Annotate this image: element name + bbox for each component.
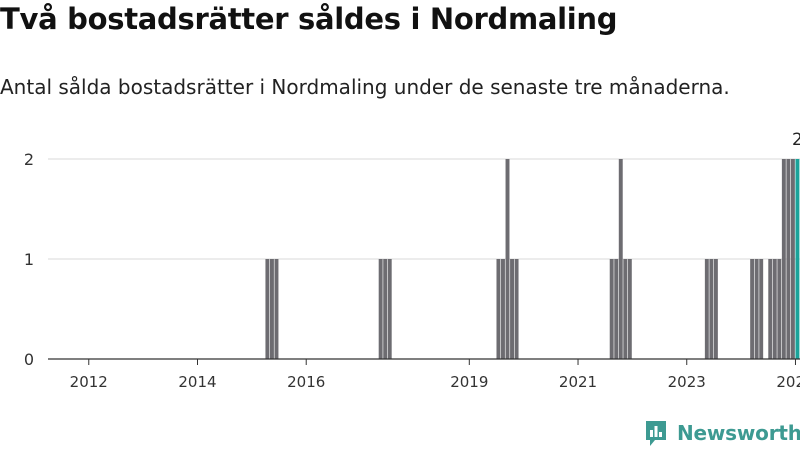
bar bbox=[781, 159, 786, 359]
bar bbox=[790, 159, 795, 359]
bar bbox=[510, 259, 515, 359]
data-label: 2 bbox=[792, 130, 800, 150]
bar bbox=[501, 259, 505, 359]
bar bbox=[627, 259, 632, 359]
x-tick-label: 2025 bbox=[776, 373, 800, 391]
bar bbox=[387, 259, 392, 359]
x-tick-label: 2019 bbox=[450, 373, 488, 391]
x-tick-label: 2021 bbox=[559, 373, 597, 391]
y-tick-label: 0 bbox=[24, 350, 34, 369]
x-tick-label: 2016 bbox=[287, 373, 325, 391]
bar bbox=[750, 259, 755, 359]
bar bbox=[704, 259, 709, 359]
bar bbox=[383, 259, 388, 359]
brand-logo: Newsworthy bbox=[644, 418, 800, 448]
bar bbox=[768, 259, 773, 359]
bar bbox=[772, 259, 777, 359]
chart-title: Två bostadsrätter såldes i Nordmaling bbox=[0, 2, 618, 36]
brand-name: Newsworthy bbox=[677, 421, 800, 445]
chart-subtitle: Antal sålda bostadsrätter i Nordmaling u… bbox=[0, 75, 730, 99]
bar bbox=[496, 259, 501, 359]
bar bbox=[269, 259, 274, 359]
bar bbox=[777, 259, 782, 359]
bar bbox=[786, 159, 791, 359]
bar bbox=[609, 259, 614, 359]
bar-highlight bbox=[795, 159, 800, 359]
bar bbox=[265, 259, 270, 359]
bar bbox=[754, 259, 759, 359]
bar bbox=[709, 259, 714, 359]
x-tick-label: 2014 bbox=[178, 373, 216, 391]
bar bbox=[713, 259, 718, 359]
bar bbox=[378, 259, 383, 359]
bar bbox=[614, 259, 619, 359]
y-tick-label: 1 bbox=[24, 250, 34, 269]
x-tick-label: 2012 bbox=[70, 373, 108, 391]
newsworthy-logo-icon bbox=[646, 421, 666, 446]
bar bbox=[274, 259, 279, 359]
x-tick-label: 2023 bbox=[668, 373, 706, 391]
bar bbox=[618, 159, 623, 359]
y-tick-label: 2 bbox=[24, 150, 34, 169]
bar bbox=[505, 159, 510, 359]
bar bbox=[514, 259, 519, 359]
bar bbox=[759, 259, 764, 359]
bar bbox=[623, 259, 628, 359]
